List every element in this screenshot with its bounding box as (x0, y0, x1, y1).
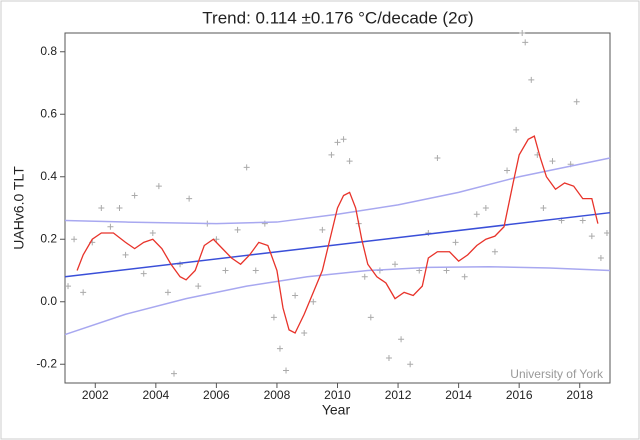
data-point (65, 283, 72, 290)
data-point (473, 211, 480, 218)
confidence-upper (64, 157, 611, 225)
x-tick-label: 2014 (445, 388, 472, 402)
data-point (80, 289, 87, 296)
data-point (98, 205, 105, 211)
data-point (367, 314, 374, 321)
credit: University of York (510, 367, 604, 381)
data-point (461, 273, 468, 280)
data-point (425, 230, 432, 236)
data-point (588, 233, 595, 240)
data-point (155, 183, 162, 190)
data-point (528, 76, 535, 83)
data-point (195, 283, 202, 290)
data-point (328, 151, 335, 158)
data-point (107, 223, 114, 230)
x-tick-label: 2008 (264, 388, 291, 402)
data-point (522, 39, 529, 46)
data-point (131, 192, 138, 199)
data-point (252, 267, 259, 274)
chart-title: Trend: 0.114 ±0.176 °C/decade (2σ) (202, 8, 473, 27)
x-tick-label: 2002 (82, 388, 109, 402)
data-point (164, 289, 171, 296)
data-point (140, 270, 147, 277)
x-tick-label: 2004 (142, 388, 169, 402)
data-point (186, 195, 193, 202)
smoothed-line (76, 135, 599, 334)
data-point (234, 226, 241, 233)
data-point (519, 30, 526, 36)
data-point (452, 239, 459, 246)
data-point (340, 136, 347, 143)
data-point (319, 226, 326, 233)
data-point (540, 205, 547, 211)
data-point (392, 261, 399, 268)
data-point (504, 167, 511, 174)
data-point (243, 164, 250, 171)
data-point (434, 155, 441, 161)
y-tick-label: -0.2 (36, 356, 57, 370)
data-point (301, 330, 308, 336)
y-tick-label: 0.2 (40, 231, 57, 245)
data-point (482, 205, 489, 211)
data-point (149, 230, 156, 236)
data-point (276, 345, 283, 352)
data-point (346, 158, 353, 165)
data-point (603, 230, 610, 236)
data-point (361, 273, 368, 280)
y-tick-label: 0.8 (40, 44, 57, 58)
data-point (443, 267, 450, 274)
data-point (573, 98, 580, 105)
data-point (292, 292, 299, 299)
data-point (385, 355, 392, 361)
data-point (579, 217, 586, 224)
data-point (283, 367, 290, 374)
data-point (116, 205, 123, 211)
data-point (171, 370, 177, 377)
y-tick-label: 0.6 (40, 106, 57, 120)
data-point (398, 336, 405, 343)
data-point (71, 236, 78, 243)
trend-line (64, 211, 611, 278)
x-tick-label: 2016 (506, 388, 533, 402)
x-tick-label: 2010 (324, 388, 351, 402)
data-point (177, 261, 184, 268)
data-point (222, 267, 229, 274)
x-tick-label: 2006 (203, 388, 230, 402)
data-point (270, 314, 277, 321)
data-point (334, 139, 341, 146)
x-tick-label: 2012 (385, 388, 412, 402)
data-point (549, 158, 556, 165)
y-axis-label: UAHv6.0 TLT (11, 166, 27, 250)
data-point (407, 361, 414, 368)
data-point (513, 126, 520, 133)
x-axis-label: Year (322, 402, 351, 418)
data-point (597, 255, 604, 261)
y-tick-label: 0.0 (40, 294, 57, 308)
data-point (122, 251, 129, 258)
data-point (310, 298, 317, 305)
data-point (213, 236, 220, 243)
data-point (491, 248, 498, 255)
y-tick-label: 0.4 (40, 169, 57, 183)
confidence-lower (64, 265, 611, 336)
x-tick-label: 2018 (566, 388, 593, 402)
